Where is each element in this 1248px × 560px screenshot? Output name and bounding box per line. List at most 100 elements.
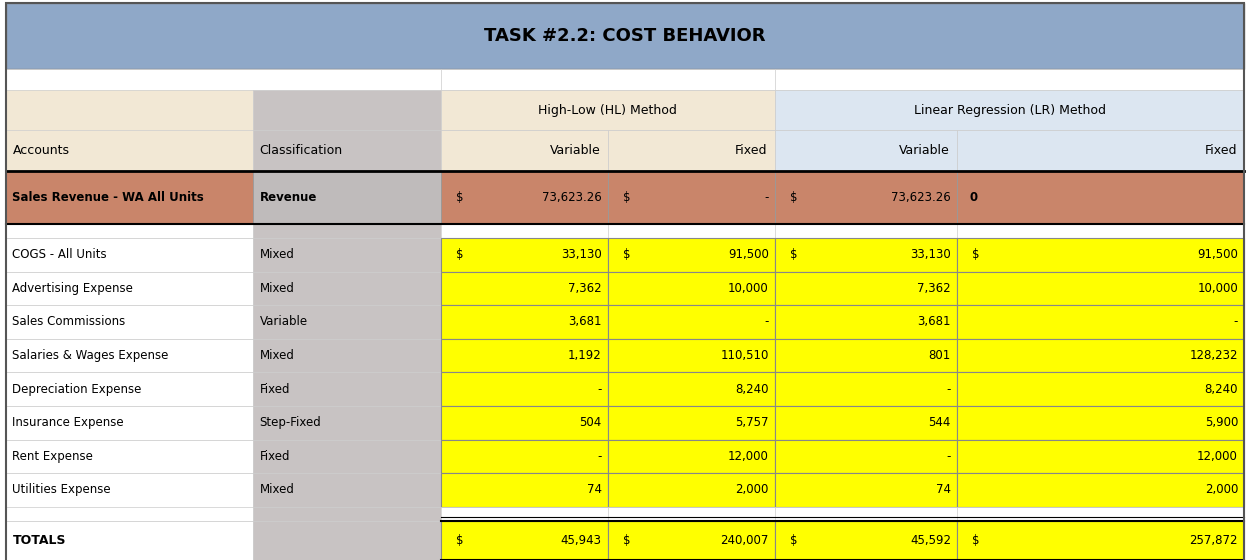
Text: $: $ [972, 534, 980, 547]
Text: Variable: Variable [549, 144, 600, 157]
Bar [441, 372, 608, 406]
Bar [957, 272, 1244, 305]
Text: 73,623.26: 73,623.26 [542, 191, 602, 204]
Bar [6, 339, 253, 372]
Bar [775, 521, 957, 560]
Text: -: - [1233, 315, 1238, 329]
Bar [253, 339, 441, 372]
Bar [608, 339, 775, 372]
Bar [6, 238, 253, 272]
Text: 91,500: 91,500 [1197, 248, 1238, 262]
Bar [441, 339, 608, 372]
Text: 33,130: 33,130 [910, 248, 951, 262]
Bar [441, 130, 608, 171]
Text: 2,000: 2,000 [1204, 483, 1238, 497]
Text: $: $ [456, 191, 463, 204]
Bar [6, 372, 253, 406]
Bar [957, 339, 1244, 372]
Bar [441, 406, 608, 440]
Text: Variable: Variable [260, 315, 308, 329]
Text: 91,500: 91,500 [728, 248, 769, 262]
Bar [253, 171, 441, 224]
Bar [6, 440, 253, 473]
Bar [441, 521, 608, 560]
Text: 74: 74 [936, 483, 951, 497]
Text: Fixed: Fixed [260, 450, 290, 463]
Text: 801: 801 [929, 349, 951, 362]
Bar [253, 130, 441, 171]
Text: 8,240: 8,240 [1204, 382, 1238, 396]
Bar [253, 507, 441, 521]
Text: 10,000: 10,000 [728, 282, 769, 295]
Bar [608, 440, 775, 473]
Bar [957, 507, 1244, 521]
Bar [6, 69, 441, 90]
Text: Utilities Expense: Utilities Expense [12, 483, 111, 497]
Bar [957, 473, 1244, 507]
Text: 0: 0 [970, 191, 978, 204]
Text: 45,943: 45,943 [560, 534, 602, 547]
Bar [775, 171, 957, 224]
Text: Linear Regression (LR) Method: Linear Regression (LR) Method [914, 104, 1106, 117]
Text: Insurance Expense: Insurance Expense [12, 416, 124, 430]
Bar [253, 406, 441, 440]
Bar [775, 305, 957, 339]
Bar [6, 171, 253, 224]
Text: 10,000: 10,000 [1197, 282, 1238, 295]
Bar [6, 406, 253, 440]
Text: Revenue: Revenue [260, 191, 317, 204]
Text: 45,592: 45,592 [910, 534, 951, 547]
Text: TASK #2.2: COST BEHAVIOR: TASK #2.2: COST BEHAVIOR [484, 27, 766, 45]
Bar [957, 406, 1244, 440]
Bar [957, 130, 1244, 171]
Bar [775, 69, 1244, 90]
Bar [775, 372, 957, 406]
Text: 2,000: 2,000 [735, 483, 769, 497]
Bar [6, 521, 253, 560]
Bar [253, 238, 441, 272]
Text: $: $ [790, 534, 797, 547]
Bar [957, 440, 1244, 473]
Bar [441, 171, 608, 224]
Text: Step-Fixed: Step-Fixed [260, 416, 321, 430]
Text: -: - [764, 191, 769, 204]
Bar [608, 130, 775, 171]
Text: Rent Expense: Rent Expense [12, 450, 94, 463]
Text: -: - [946, 450, 951, 463]
Bar [253, 224, 441, 238]
Text: 1,192: 1,192 [568, 349, 602, 362]
Bar [775, 507, 957, 521]
Text: $: $ [790, 191, 797, 204]
Bar [253, 440, 441, 473]
Bar [441, 305, 608, 339]
Text: 8,240: 8,240 [735, 382, 769, 396]
Bar [608, 272, 775, 305]
Text: Sales Revenue - WA All Units: Sales Revenue - WA All Units [12, 191, 205, 204]
Text: COGS - All Units: COGS - All Units [12, 248, 107, 262]
Bar [775, 440, 957, 473]
Text: 7,362: 7,362 [917, 282, 951, 295]
Text: TOTALS: TOTALS [12, 534, 66, 547]
Bar [441, 440, 608, 473]
Bar [253, 473, 441, 507]
Text: -: - [597, 450, 602, 463]
Bar [775, 272, 957, 305]
Text: Fixed: Fixed [1204, 144, 1237, 157]
Text: Fixed: Fixed [260, 382, 290, 396]
Bar [253, 521, 441, 560]
Text: 5,900: 5,900 [1204, 416, 1238, 430]
Text: 73,623.26: 73,623.26 [891, 191, 951, 204]
Text: Salaries & Wages Expense: Salaries & Wages Expense [12, 349, 168, 362]
Bar [441, 90, 775, 130]
Text: Sales Commissions: Sales Commissions [12, 315, 126, 329]
Bar [775, 473, 957, 507]
Bar [6, 272, 253, 305]
Bar [608, 224, 775, 238]
Text: 240,007: 240,007 [720, 534, 769, 547]
Text: $: $ [790, 248, 797, 262]
Text: $: $ [972, 248, 980, 262]
Bar [608, 238, 775, 272]
Bar [608, 305, 775, 339]
Text: 544: 544 [929, 416, 951, 430]
Bar [957, 238, 1244, 272]
